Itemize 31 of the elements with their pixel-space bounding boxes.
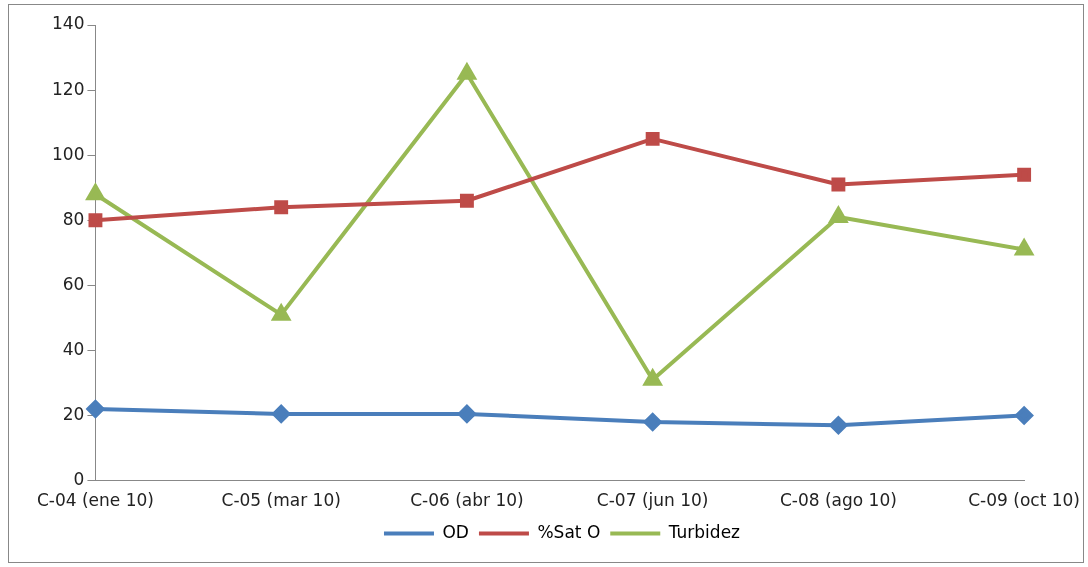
point <box>86 184 105 201</box>
x-tick-label: C-09 (oct 10) <box>968 490 1081 511</box>
point <box>88 213 103 228</box>
point <box>459 193 474 208</box>
legend-label: OD <box>442 521 469 542</box>
point <box>274 200 289 215</box>
y-tick-label: 20 <box>62 403 85 424</box>
legend-label: Turbidez <box>667 521 741 542</box>
y-tick-label: 100 <box>51 143 85 164</box>
y-tick-label: 120 <box>51 78 85 99</box>
point <box>1017 167 1032 182</box>
x-tick-label: C-07 (jun 10) <box>596 490 709 511</box>
point <box>457 404 476 423</box>
point <box>829 207 848 223</box>
point <box>272 404 291 423</box>
y-tick-label: 60 <box>62 273 85 294</box>
point <box>831 177 846 192</box>
y-tick-label: 140 <box>51 13 85 34</box>
y-tick-label: 0 <box>73 469 85 490</box>
x-tick-label: C-06 (abr 10) <box>410 490 524 511</box>
legend-label: %Sat O <box>537 521 601 542</box>
x-tick-label: C-04 (ene 10) <box>36 490 154 511</box>
x-tick-label: C-05 (mar 10) <box>221 490 341 511</box>
x-tick-label: C-08 (ago 10) <box>779 490 897 511</box>
point <box>643 413 662 432</box>
point <box>1015 406 1034 425</box>
y-tick-label: 40 <box>62 338 85 359</box>
point <box>645 131 660 146</box>
point <box>829 416 848 435</box>
y-tick-label: 80 <box>62 208 85 229</box>
point <box>86 400 105 419</box>
